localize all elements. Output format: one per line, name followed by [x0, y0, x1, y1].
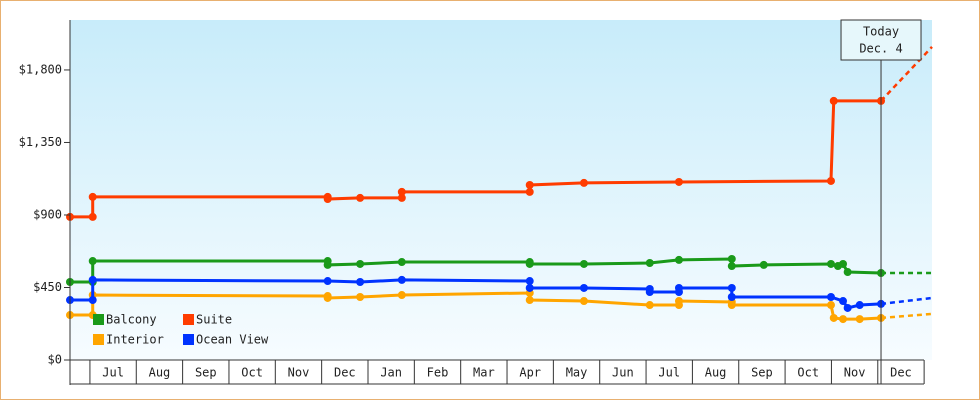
point: [645, 288, 654, 296]
point: [88, 192, 97, 201]
point: [674, 297, 683, 306]
x-tick-label: Jun: [612, 366, 634, 380]
x-tick-label: Jan: [380, 366, 402, 380]
point: [356, 259, 365, 268]
point: [525, 181, 534, 190]
point: [579, 297, 588, 306]
point: [839, 259, 848, 268]
x-tick-label: Nov: [288, 366, 310, 380]
x-tick-label: Nov: [844, 366, 866, 380]
point: [88, 275, 97, 284]
point: [356, 278, 365, 287]
point: [397, 291, 406, 300]
point: [397, 275, 406, 284]
point: [356, 193, 365, 202]
point: [88, 296, 97, 305]
legend-label: Balcony: [106, 313, 157, 327]
x-tick-label: Apr: [519, 366, 541, 380]
point: [525, 283, 534, 292]
point: [826, 259, 835, 268]
point: [829, 96, 838, 105]
point: [727, 254, 736, 263]
point: [356, 292, 365, 301]
point: [645, 258, 654, 267]
point: [323, 195, 332, 204]
point: [525, 296, 534, 305]
point: [88, 257, 97, 266]
point: [674, 177, 683, 186]
x-tick-label: Jul: [658, 366, 680, 380]
legend-swatch: [183, 314, 194, 325]
legend-label: Ocean View: [196, 333, 269, 347]
x-tick-label: Aug: [705, 366, 727, 380]
x-tick-label: Dec: [334, 366, 356, 380]
point: [397, 187, 406, 196]
x-tick-label: Sep: [195, 366, 217, 380]
point: [579, 283, 588, 292]
point: [323, 277, 332, 286]
point: [674, 255, 683, 264]
x-tick-label: Mar: [473, 366, 495, 380]
x-tick-label: Oct: [241, 366, 263, 380]
forecast-line: [880, 46, 933, 102]
legend-swatch: [93, 314, 104, 325]
point: [579, 259, 588, 268]
legend-swatch: [93, 334, 104, 345]
point: [826, 176, 835, 185]
point: [323, 260, 332, 269]
x-tick-label: Dec: [890, 366, 912, 380]
plot-area: [70, 20, 932, 360]
point: [727, 262, 736, 271]
today-label: Today: [863, 25, 899, 39]
point: [829, 313, 838, 322]
point: [525, 187, 534, 196]
point: [839, 315, 848, 324]
today-label: Dec. 4: [859, 42, 902, 56]
today-box: [840, 19, 922, 61]
point: [674, 283, 683, 292]
y-tick-label: $900: [33, 207, 62, 221]
point: [855, 301, 864, 310]
point: [843, 268, 852, 277]
x-tick-label: Oct: [797, 366, 819, 380]
point: [645, 301, 654, 310]
x-tick-label: Feb: [427, 366, 449, 380]
point: [525, 259, 534, 268]
point: [826, 292, 835, 301]
point: [839, 297, 848, 306]
x-tick-label: May: [566, 366, 588, 380]
y-tick-label: $1,350: [19, 135, 62, 149]
point: [579, 178, 588, 187]
point: [727, 301, 736, 310]
point: [727, 292, 736, 301]
y-tick-label: $450: [33, 280, 62, 294]
point: [525, 277, 534, 286]
point: [397, 193, 406, 202]
point: [88, 212, 97, 221]
point: [826, 301, 835, 310]
point: [855, 315, 864, 324]
x-tick-label: Sep: [751, 366, 773, 380]
point: [727, 283, 736, 292]
legend-label: Interior: [106, 333, 164, 347]
x-tick-label: Jul: [102, 366, 124, 380]
y-tick-label: $1,800: [19, 62, 62, 76]
point: [397, 258, 406, 267]
point: [323, 293, 332, 302]
legend-swatch: [183, 334, 194, 345]
x-tick-label: Aug: [149, 366, 171, 380]
point: [759, 260, 768, 269]
point: [843, 303, 852, 312]
legend-label: Suite: [196, 313, 232, 327]
y-tick-label: $0: [48, 353, 62, 367]
